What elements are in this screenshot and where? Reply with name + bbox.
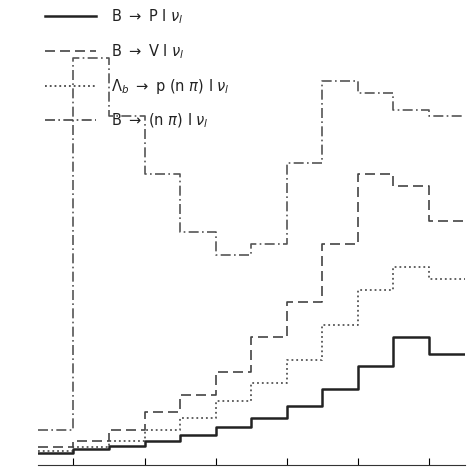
Legend: B $\rightarrow$ P l $\nu_l$, B $\rightarrow$ V l $\nu_l$, $\Lambda_b$ $\rightarr: B $\rightarrow$ P l $\nu_l$, B $\rightar…: [45, 7, 229, 130]
